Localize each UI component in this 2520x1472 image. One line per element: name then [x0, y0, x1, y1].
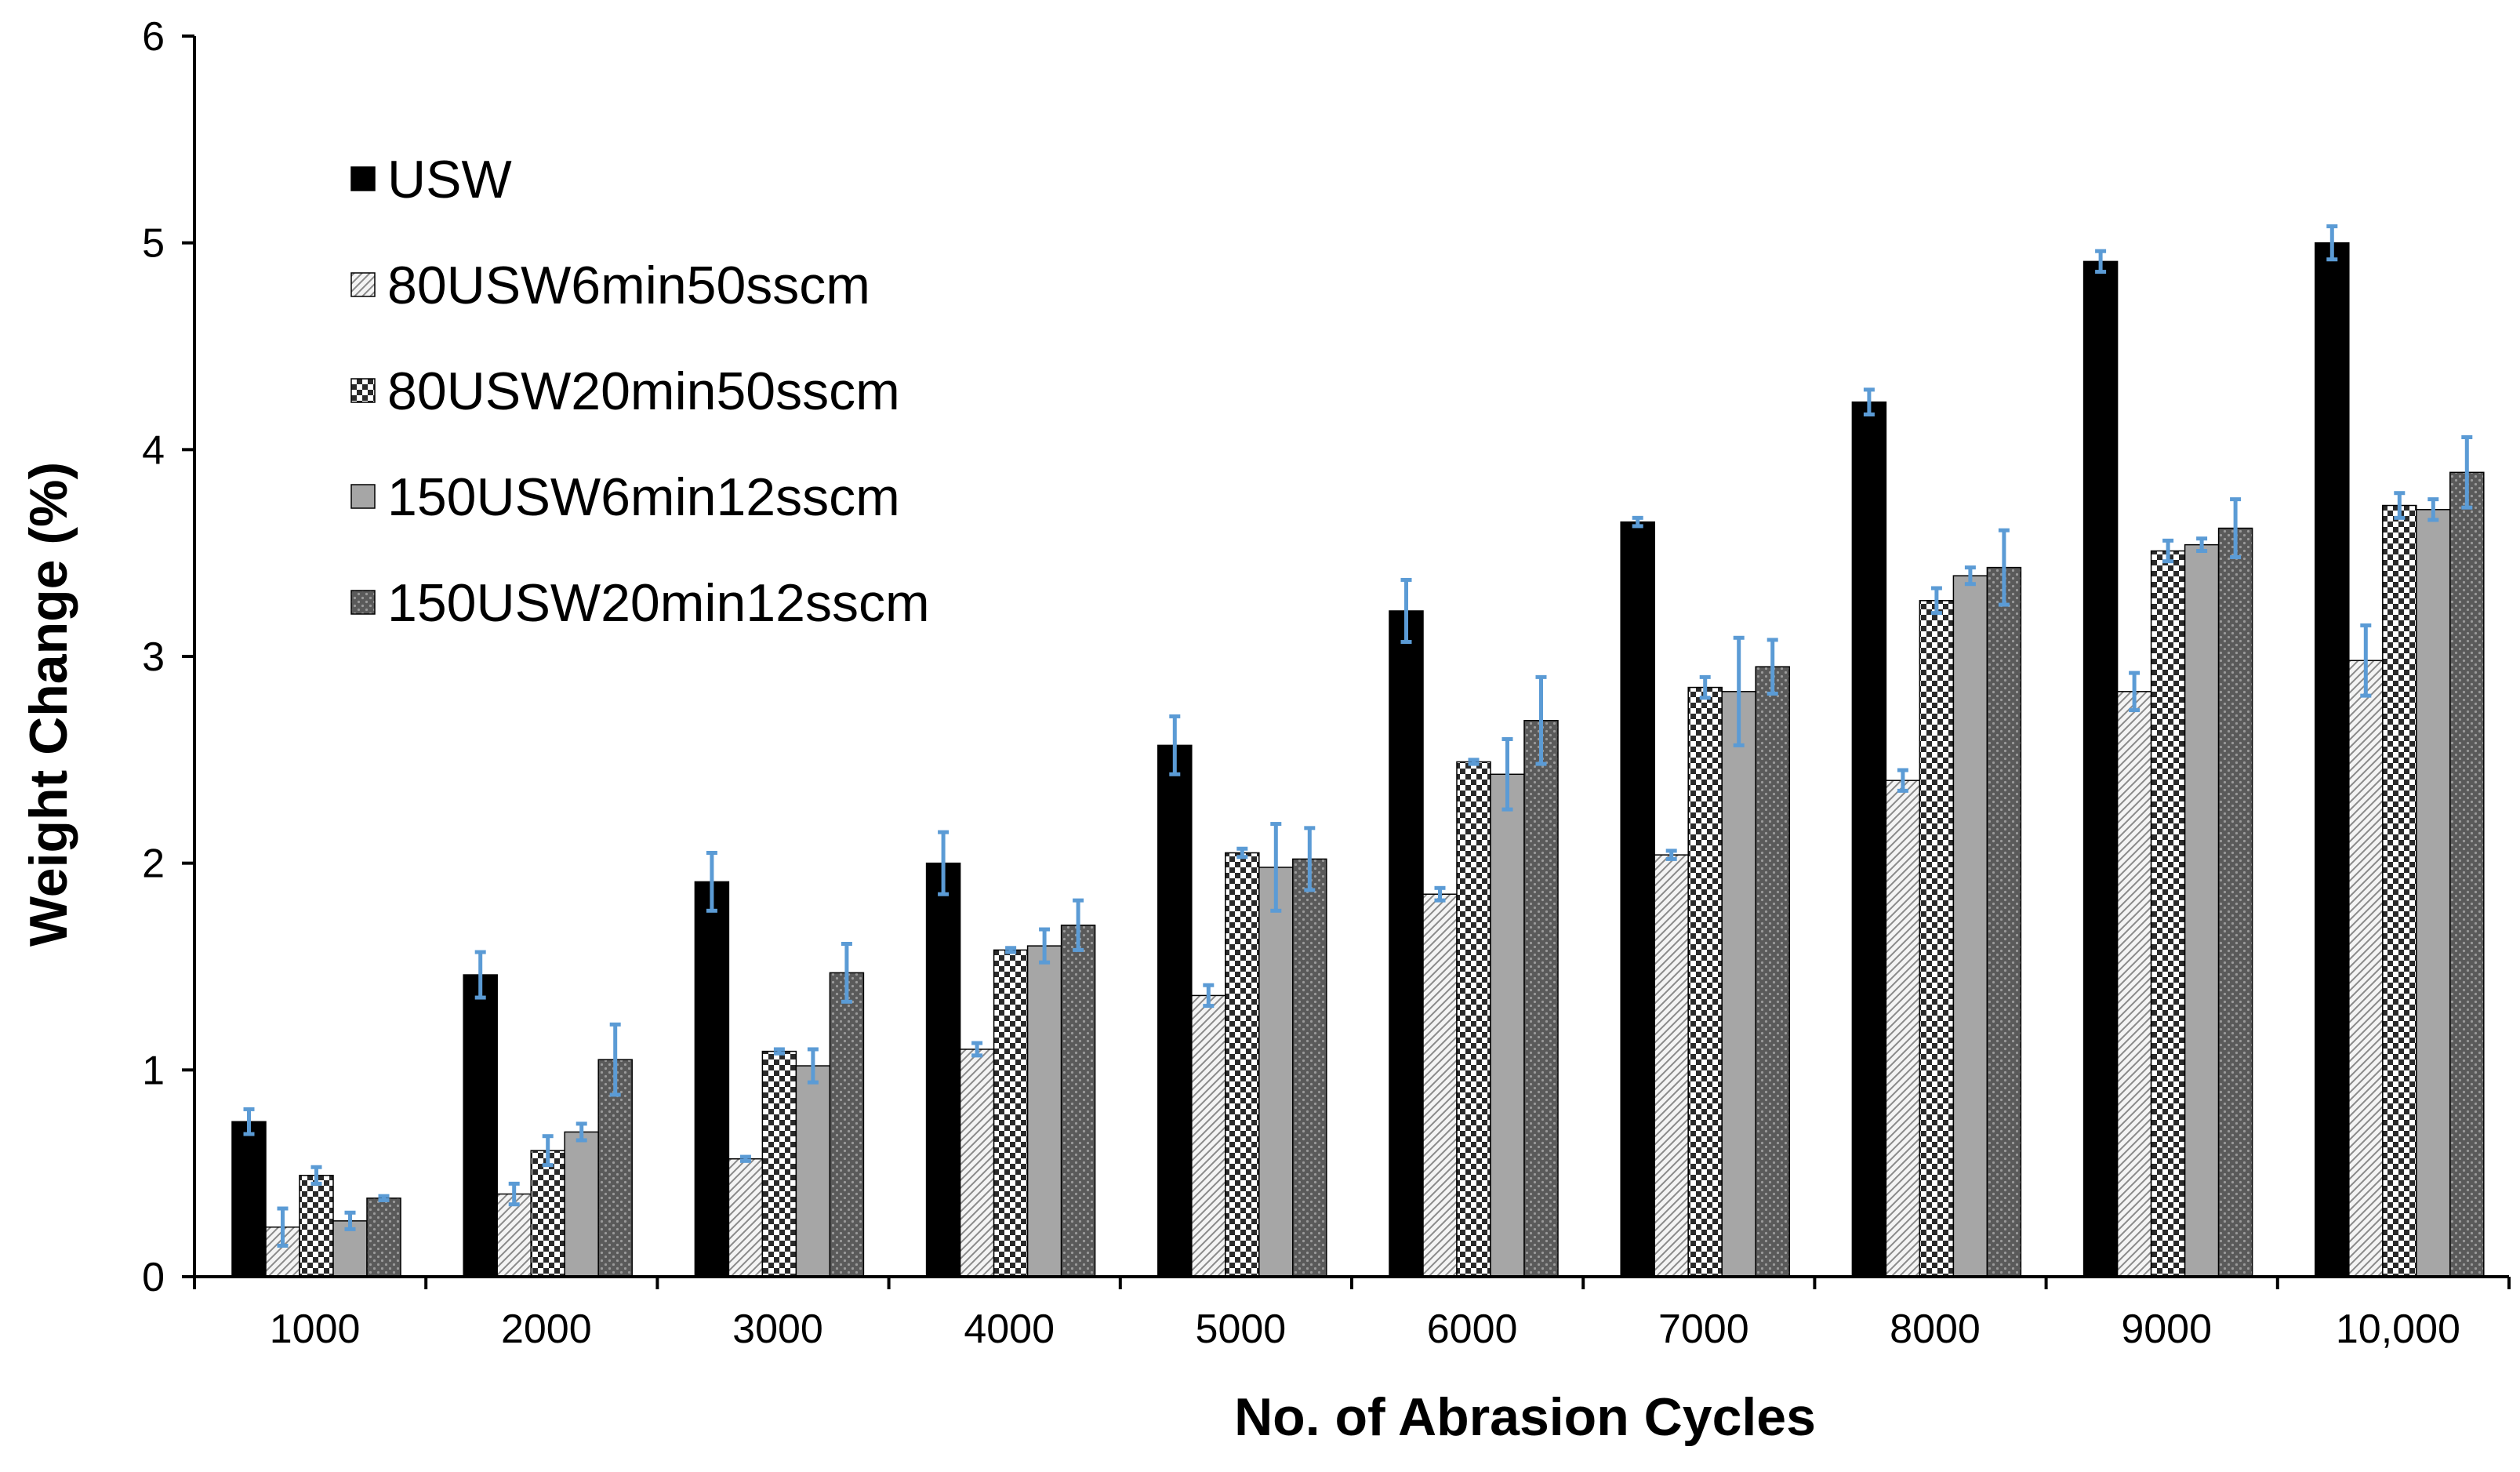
- bar: [366, 1198, 401, 1278]
- bars-layer: [231, 242, 2485, 1278]
- bar: [1422, 893, 1458, 1278]
- axes-layer: [182, 35, 2511, 1289]
- bar: [1687, 686, 1723, 1278]
- bar: [1026, 945, 1062, 1278]
- y-tick-label: 1: [142, 1048, 165, 1093]
- x-tick-label: 3000: [732, 1307, 823, 1352]
- bar: [2315, 242, 2350, 1278]
- bar: [1157, 744, 1193, 1278]
- tick-labels-layer: 1000 2000 3000 4000 5000 6000 7000 8000 9000 10,0…: [142, 14, 2460, 1352]
- legend-swatch: [350, 378, 376, 403]
- bar: [761, 1050, 797, 1278]
- bar: [2217, 527, 2253, 1278]
- x-axis-title: No. of Abrasion Cycles: [1234, 1387, 1816, 1447]
- x-tick-label: 10,000: [2336, 1307, 2460, 1352]
- y-tick-label: 0: [142, 1255, 165, 1300]
- bar: [2449, 471, 2485, 1278]
- x-tick-label: 1000: [270, 1307, 361, 1352]
- bar: [1523, 719, 1559, 1278]
- bar: [2184, 543, 2220, 1278]
- y-tick-label: 5: [142, 221, 165, 267]
- bar: [496, 1193, 532, 1278]
- legend-label: 150USW6min12sscm: [387, 467, 900, 527]
- bar: [2382, 504, 2417, 1278]
- bar: [1060, 925, 1096, 1278]
- y-tick-label: 3: [142, 634, 165, 680]
- bar: [564, 1131, 599, 1278]
- x-tick-label: 4000: [964, 1307, 1055, 1352]
- y-tick-label: 4: [142, 427, 165, 473]
- y-axis-title: Weight Change (%): [19, 462, 78, 947]
- bar: [1851, 401, 1887, 1278]
- bar: [2116, 691, 2152, 1278]
- bar: [299, 1175, 334, 1278]
- bar: [2416, 509, 2451, 1278]
- bar: [1258, 867, 1294, 1278]
- y-tick-label: 2: [142, 841, 165, 887]
- legend-swatch: [350, 484, 376, 509]
- bar: [2150, 550, 2186, 1278]
- legend-label: 150USW20min12sscm: [387, 573, 930, 633]
- bar: [1952, 575, 1988, 1278]
- bar: [1490, 773, 1525, 1278]
- legend-swatch: [350, 166, 376, 191]
- x-tick-label: 5000: [1196, 1307, 1287, 1352]
- y-tick-label: 6: [142, 14, 165, 60]
- bar: [2082, 260, 2119, 1278]
- error-bars-layer: [243, 224, 2473, 1248]
- legend-label: USW: [387, 150, 512, 209]
- legend: USW 80USW6min50sscm 80USW20min50sscm 150USW…: [350, 150, 930, 633]
- bar: [1755, 666, 1790, 1278]
- bar: [993, 949, 1029, 1278]
- x-tick-label: 7000: [1658, 1307, 1749, 1352]
- bar: [829, 972, 865, 1278]
- bar: [1885, 780, 1921, 1278]
- bar: [463, 974, 498, 1278]
- legend-label: 80USW20min50sscm: [387, 362, 900, 421]
- bar: [1225, 852, 1260, 1278]
- bar: [1292, 858, 1327, 1278]
- legend-swatch: [350, 590, 376, 615]
- bar: [1986, 566, 2022, 1278]
- bar: [1919, 600, 1955, 1278]
- bar: [795, 1065, 831, 1278]
- bar: [925, 862, 961, 1278]
- bar: [2348, 660, 2384, 1278]
- x-tick-label: 6000: [1427, 1307, 1518, 1352]
- bar: [231, 1121, 267, 1278]
- bar: [728, 1158, 764, 1278]
- legend-swatch: [350, 272, 376, 297]
- x-tick-label: 2000: [501, 1307, 592, 1352]
- bar: [530, 1150, 565, 1278]
- legend-label: 80USW6min50sscm: [387, 256, 870, 315]
- bar: [1620, 521, 1655, 1278]
- x-tick-label: 9000: [2121, 1307, 2212, 1352]
- bar: [959, 1049, 995, 1278]
- x-tick-label: 8000: [1890, 1307, 1981, 1352]
- bar: [694, 881, 730, 1278]
- bar: [1721, 691, 1756, 1278]
- bar: [1654, 854, 1689, 1278]
- bar: [1389, 610, 1424, 1278]
- bar: [1456, 761, 1491, 1278]
- bar: [1191, 994, 1226, 1278]
